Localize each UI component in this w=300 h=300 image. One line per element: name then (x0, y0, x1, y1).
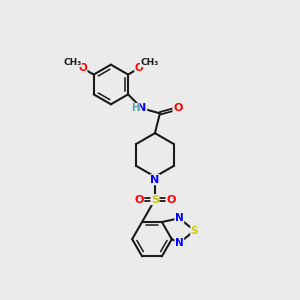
Text: CH₃: CH₃ (140, 58, 159, 67)
Text: N: N (137, 103, 147, 113)
Text: O: O (78, 63, 87, 73)
Text: H: H (131, 103, 139, 113)
Text: O: O (135, 63, 144, 73)
Text: O: O (134, 194, 144, 205)
Text: N: N (175, 213, 184, 223)
Text: N: N (175, 238, 184, 248)
Text: CH₃: CH₃ (63, 58, 81, 67)
Text: N: N (150, 175, 160, 185)
Text: S: S (151, 194, 159, 205)
Text: S: S (191, 226, 198, 236)
Text: O: O (173, 103, 182, 113)
Text: O: O (166, 194, 176, 205)
